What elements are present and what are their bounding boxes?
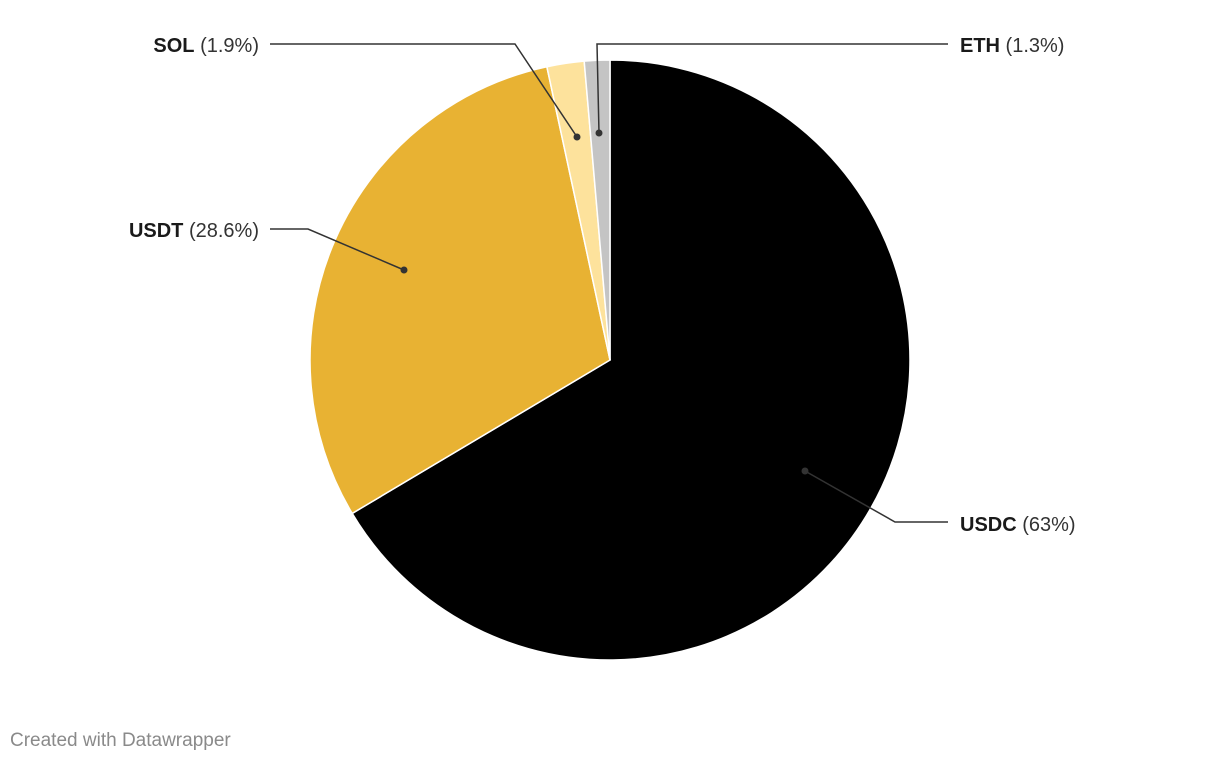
slice-label-value: (1.3%) bbox=[1000, 35, 1064, 57]
slice-label-value: (1.9%) bbox=[195, 35, 259, 57]
slice-label-name: ETH bbox=[960, 35, 1000, 57]
leader-dot-usdc bbox=[801, 467, 809, 475]
slice-label-eth: ETH (1.3%) bbox=[960, 35, 1064, 57]
leader-lines bbox=[270, 43, 948, 523]
credit-text: Created with Datawrapper bbox=[10, 730, 231, 751]
slice-label-name: USDT bbox=[129, 220, 183, 242]
slice-label-sol: SOL (1.9%) bbox=[153, 35, 259, 57]
pie-slices bbox=[309, 59, 911, 661]
leader-dot-eth bbox=[595, 129, 603, 137]
slice-label-value: (28.6%) bbox=[183, 220, 259, 242]
slice-label-usdt: USDT (28.6%) bbox=[129, 220, 259, 242]
leader-line-eth bbox=[596, 43, 948, 134]
leader-line-sol bbox=[270, 43, 578, 138]
slice-label-name: SOL bbox=[153, 35, 194, 57]
leader-dot-usdt bbox=[400, 266, 408, 274]
leader-dot-sol bbox=[573, 133, 581, 141]
slice-label-usdc: USDC (63%) bbox=[960, 514, 1076, 536]
leader-line-usdc bbox=[804, 470, 948, 523]
slice-labels: USDC (63%) USDT (28.6%) SOL (1.9%) ETH (1.3… bbox=[129, 35, 1076, 536]
slice-label-name: USDC bbox=[960, 514, 1017, 536]
slice-label-value: (63%) bbox=[1017, 514, 1076, 536]
leader-line-usdt bbox=[270, 228, 405, 271]
